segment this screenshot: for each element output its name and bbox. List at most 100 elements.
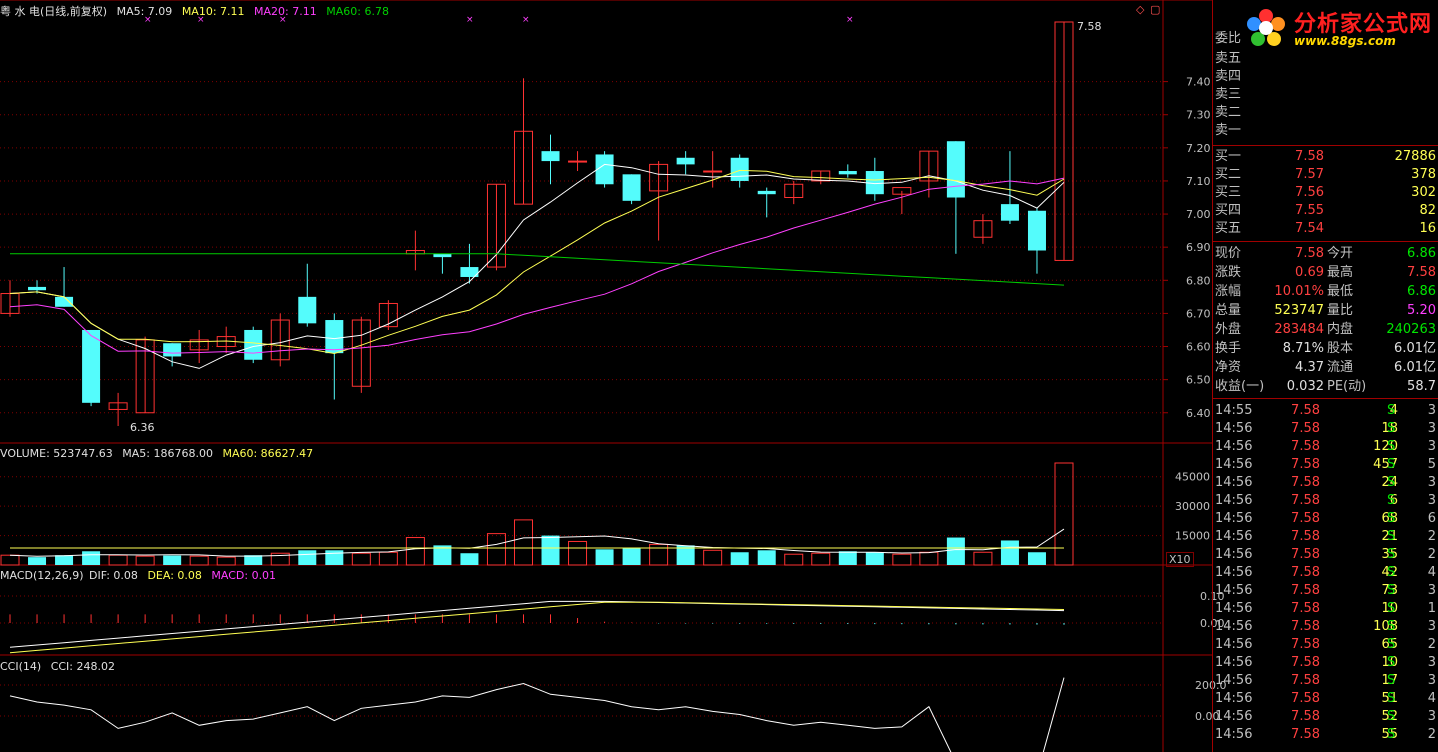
signal-mark: × — [846, 15, 854, 25]
bid-row: 买四 7.55 82 — [1215, 203, 1436, 218]
candle-body — [55, 296, 74, 307]
candle-body — [460, 267, 479, 277]
candle-body — [676, 157, 695, 165]
signal-mark: × — [144, 15, 152, 25]
cci-tick-label: 200.0 — [1195, 679, 1227, 692]
volume-bar — [649, 543, 669, 566]
candle-body — [0, 293, 20, 314]
volume-bar — [757, 550, 776, 565]
volume-unit: X10 — [1166, 552, 1194, 567]
tick-row: 14:56 7.58 10 S 3 — [1215, 655, 1436, 670]
macd-value: MACD: 0.01 — [211, 569, 277, 582]
volume-bar — [919, 551, 939, 566]
price-tick-label: 6.80 — [1186, 274, 1211, 287]
bid-row: 买五 7.54 16 — [1215, 221, 1436, 236]
volume-bar — [433, 545, 452, 565]
volume-bar — [784, 553, 804, 566]
cci-panel — [9, 677, 1065, 752]
diamond-icon[interactable]: ◇ — [1136, 3, 1145, 16]
volume-bar — [1000, 540, 1019, 565]
candle-body — [541, 151, 560, 162]
volume-bar — [946, 537, 965, 565]
candle-body — [1000, 204, 1019, 221]
volume-bar — [513, 519, 533, 566]
candle-body — [838, 171, 857, 175]
bid-row: 买一 7.58 27886 — [1215, 149, 1436, 164]
macd-title: MACD(12,26,9) — [0, 569, 84, 582]
bid-row: 买二 7.57 378 — [1215, 167, 1436, 182]
cci-title: CCI(14) — [0, 660, 42, 673]
main-header: 粤 水 电(日线,前复权) MA5: 7.09 MA10: 7.11 MA20:… — [0, 5, 395, 18]
stat-row: 涨幅 10.01% 最低 6.86 — [1215, 284, 1436, 299]
volume-bar — [541, 535, 560, 565]
candle-body — [784, 183, 804, 199]
macd-dif-line — [9, 600, 1065, 648]
high-price-annotation: 7.58 — [1077, 20, 1102, 33]
tick-row: 14:56 7.58 55 S 2 — [1215, 727, 1436, 742]
cci-value: CCI: 248.02 — [50, 660, 115, 673]
candle-body — [1027, 210, 1046, 251]
stat-row: 净资 4.37 流通 6.01亿 — [1215, 360, 1436, 375]
volume-ma5: MA5: 186768.00 — [122, 447, 213, 460]
stat-row: 换手 8.71% 股本 6.01亿 — [1215, 341, 1436, 356]
volume-bar — [55, 555, 74, 565]
quote-panel: 委比 卖五 卖四 卖三 卖二 卖一 买一 7.58 27886 买二 7.57 378 买三… — [1213, 31, 1438, 742]
flower-logo-icon — [1247, 9, 1285, 46]
price-tick-label: 7.40 — [1186, 76, 1211, 89]
candles — [0, 21, 1074, 426]
volume-tick-label: 15000 — [1175, 530, 1210, 543]
volume-bar — [973, 551, 993, 566]
candle-body — [865, 171, 884, 195]
candle-body — [703, 170, 723, 173]
price-tick-label: 6.70 — [1186, 307, 1211, 320]
tick-row: 14:56 7.58 73 S 3 — [1215, 583, 1436, 598]
low-price-annotation: 6.36 — [130, 421, 155, 434]
volume-bar — [811, 552, 831, 566]
candle-body — [1054, 21, 1074, 261]
volume-bar — [0, 554, 20, 566]
tick-row: 14:56 7.58 108 S 3 — [1215, 619, 1436, 634]
tick-row: 14:56 7.58 68 S 6 — [1215, 511, 1436, 526]
ma5-label: MA5: 7.09 — [116, 5, 173, 18]
price-tick-label: 6.60 — [1186, 341, 1211, 354]
volume-bar — [189, 555, 209, 566]
candle-body — [325, 320, 344, 354]
stat-row: 现价 7.58 今开 6.86 — [1215, 246, 1436, 261]
macd-dif: DIF: 0.08 — [89, 569, 138, 582]
signal-mark: × — [466, 15, 474, 25]
stat-row: 总量 523747 量比 5.20 — [1215, 303, 1436, 318]
window-icon[interactable]: ▢ — [1150, 3, 1161, 16]
volume-bar — [568, 540, 588, 566]
tick-row: 14:56 7.58 42 S 4 — [1215, 565, 1436, 580]
price-tick-label: 7.20 — [1186, 142, 1211, 155]
tick-row: 14:56 7.58 65 S 2 — [1215, 637, 1436, 652]
volume-bar — [216, 556, 236, 566]
signal-mark: × — [279, 15, 287, 25]
candle-body — [568, 160, 588, 163]
tick-row: 14:56 7.58 21 S 2 — [1215, 529, 1436, 544]
bid-row: 买三 7.56 302 — [1215, 185, 1436, 200]
volume-bar — [676, 545, 695, 565]
volume-ma5-line — [9, 528, 1065, 557]
candle-body — [892, 187, 912, 195]
volume-bar — [486, 533, 506, 566]
volume-bar — [135, 555, 155, 566]
macd-panel — [9, 600, 1065, 654]
volume-bar — [378, 551, 398, 566]
tick-row: 14:56 7.58 35 S 2 — [1215, 547, 1436, 562]
candle-body — [189, 339, 209, 351]
tick-row: 14:56 7.58 10 S 1 — [1215, 601, 1436, 616]
volume-bar — [82, 551, 101, 565]
volume-bar — [298, 550, 317, 565]
macd-dea: DEA: 0.08 — [147, 569, 202, 582]
volume-bar — [730, 552, 749, 565]
ma5-line — [9, 163, 1065, 369]
volume-header: VOLUME: 523747.63 MA5: 186768.00 MA60: 8… — [0, 447, 319, 460]
volume-bar — [28, 557, 47, 565]
signal-mark: × — [522, 15, 530, 25]
price-tick-label: 6.40 — [1186, 407, 1211, 420]
tick-row: 14:56 7.58 6 S 3 — [1215, 493, 1436, 508]
volume-bar — [108, 554, 128, 566]
stat-row: 收益(一) 0.032 PE(动) 58.7 — [1215, 379, 1436, 394]
